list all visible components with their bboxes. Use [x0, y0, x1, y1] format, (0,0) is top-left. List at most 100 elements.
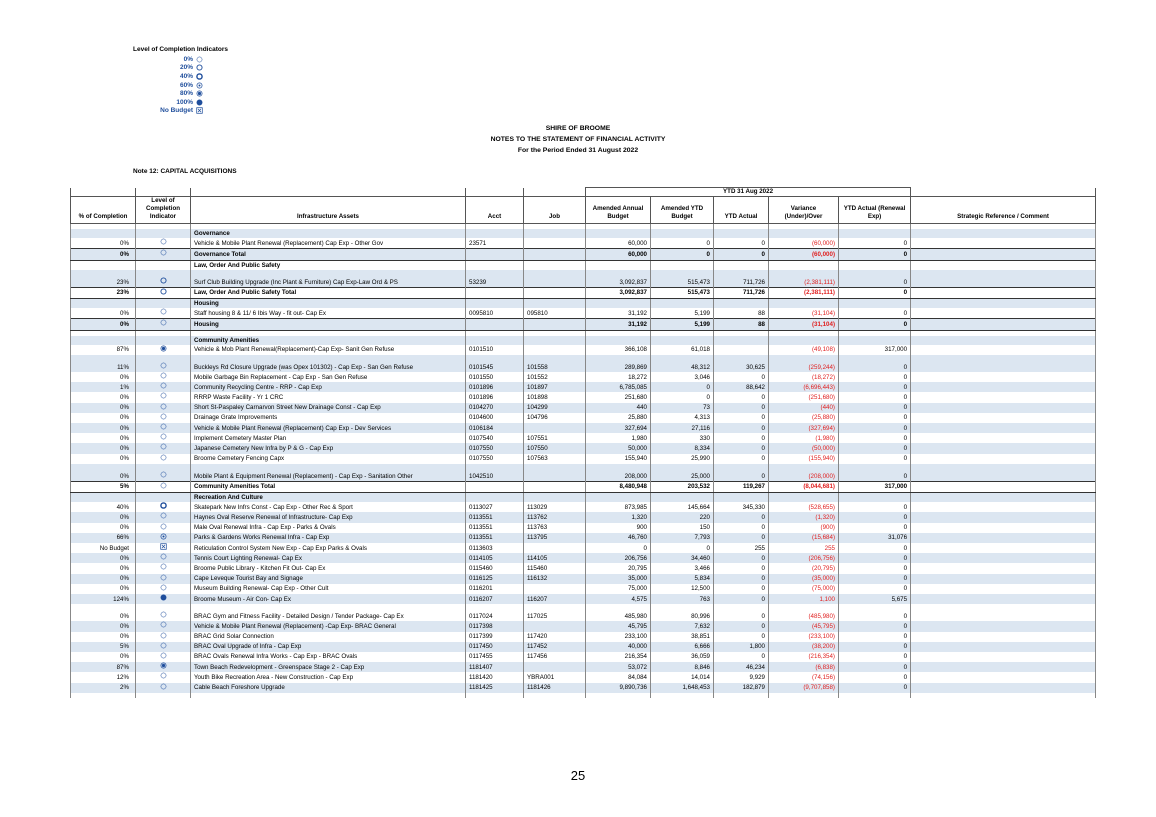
pct-cell: 0% — [70, 604, 136, 622]
completion-icon — [160, 413, 166, 420]
cell — [465, 692, 524, 698]
job-cell — [523, 344, 586, 356]
completion-legend: Level of Completion Indicators 0% 20% 40% 6… — [133, 46, 228, 115]
budget-cell: 289,869 — [585, 355, 651, 373]
ytd-budget-cell: 48,312 — [650, 355, 714, 373]
completion-icon — [159, 543, 167, 550]
acct-cell: 53239 — [465, 269, 524, 288]
job-cell: 101558 — [523, 355, 586, 373]
ytd-actual-cell: 711,726 — [713, 269, 769, 288]
cell — [910, 692, 1097, 698]
ytd-budget-cell: 145,664 — [650, 502, 714, 513]
cell — [135, 229, 191, 239]
completion-icon — [160, 444, 166, 450]
ytd-actual-cell: 255 — [713, 543, 769, 554]
ytd-actual-cell: 0 — [713, 651, 769, 663]
total-row: 23% Law, Order And Public Safety Total 3,0… — [70, 286, 1097, 300]
cell — [70, 492, 136, 503]
budget-cell: 485,980 — [585, 604, 651, 622]
ytd-actual-cell: 88 — [713, 308, 769, 319]
asset-cell: Museum Building Renewal- Cap Exp - Other… — [190, 583, 466, 595]
column-header: % of Completion — [70, 196, 136, 224]
cell — [585, 335, 651, 345]
ind-cell — [135, 480, 191, 494]
budget-cell: 46,760 — [585, 532, 651, 544]
job-cell: YBRA001 — [523, 672, 586, 683]
icon-ring — [160, 564, 166, 570]
budget-cell: 75,000 — [585, 583, 651, 595]
pct-cell: 66% — [70, 532, 136, 544]
renewal-cell: 0 — [837, 355, 912, 373]
legend-title: Level of Completion Indicators — [133, 46, 228, 53]
acct-cell: 0101545 — [465, 355, 524, 373]
ytd-actual-cell: 0 — [713, 594, 769, 605]
header-row: YTD 31 Aug 2022 — [70, 187, 1097, 197]
ind-cell — [135, 443, 191, 454]
pct-cell: 0% — [70, 512, 136, 523]
comment-cell — [910, 594, 1097, 605]
variance-cell: (1,980) — [768, 433, 839, 444]
comment-cell — [910, 662, 1097, 673]
icon-ring — [196, 64, 203, 71]
completion-icon — [160, 662, 166, 669]
ind-cell — [135, 286, 191, 300]
variance-cell: (485,980) — [768, 604, 839, 622]
completion-icon — [160, 238, 166, 245]
ytd-budget-cell: 0 — [650, 238, 714, 249]
acct-cell: 0113027 — [465, 502, 524, 513]
budget-cell: 206,756 — [585, 553, 651, 564]
asset-cell: Town Beach Redevelopment - Greenspace St… — [190, 662, 466, 673]
note-title: Note 12: CAPITAL ACQUISITIONS — [133, 168, 237, 175]
ind-cell — [135, 512, 191, 523]
comment-cell — [910, 682, 1097, 693]
completion-icon — [160, 672, 166, 679]
budget-cell: 20,795 — [585, 563, 651, 574]
pct-cell: 0% — [70, 631, 136, 642]
ytd-actual-cell: 0 — [713, 463, 769, 482]
header-row: % of Completion Level of Completion Indic… — [70, 196, 1097, 224]
job-cell — [523, 238, 586, 249]
legend-items: 0% 20% 40% 60% 80% 100% No Budget — [133, 55, 228, 115]
pct-cell: 0% — [70, 583, 136, 595]
period-heading: YTD 31 Aug 2022 — [584, 187, 912, 197]
ytd-budget-cell: 220 — [650, 512, 714, 523]
section-heading: Governance — [190, 229, 466, 239]
legend-label: 0% — [183, 55, 193, 63]
renewal-cell: 0 — [837, 269, 912, 288]
ytd-actual-cell — [713, 344, 769, 356]
comment-cell — [910, 423, 1097, 434]
icon-ring — [196, 73, 203, 80]
ytd-actual-cell: 88,642 — [713, 382, 769, 393]
asset-cell: Housing — [190, 318, 466, 331]
ytd-actual-cell: 0 — [713, 238, 769, 249]
data-row: 0% Broome Cemetery Fencing Capx 0107550 107… — [70, 453, 1097, 464]
icon-ring — [196, 82, 203, 89]
ind-cell — [135, 344, 191, 356]
data-row: 124% Broome Museum - Air Con- Cap Ex 01162… — [70, 594, 1097, 605]
renewal-cell: 0 — [837, 286, 912, 300]
ytd-budget-cell: 763 — [650, 594, 714, 605]
cell — [910, 492, 1097, 503]
asset-cell: RRRP Waste Facility - Yr 1 CRC — [190, 392, 466, 403]
section-row: Community Amenities — [70, 335, 1097, 345]
renewal-cell: 317,000 — [837, 480, 912, 494]
legend-label: 20% — [179, 64, 193, 72]
ytd-budget-cell: 73 — [650, 402, 714, 413]
ytd-actual-cell: 0 — [713, 392, 769, 403]
variance-cell: (2,381,111) — [768, 286, 839, 300]
job-cell — [523, 269, 586, 288]
ytd-budget-cell: 0 — [650, 248, 714, 261]
renewal-cell: 0 — [837, 662, 912, 673]
completion-icon — [160, 513, 166, 519]
cell — [70, 229, 136, 239]
pct-cell: 0% — [70, 573, 136, 584]
comment-cell — [910, 631, 1097, 642]
ytd-actual-cell: 182,879 — [713, 682, 769, 693]
spacer-row — [70, 692, 1097, 698]
variance-cell: (50,000) — [768, 443, 839, 454]
ind-cell — [135, 682, 191, 693]
variance-cell: (38,200) — [768, 641, 839, 652]
completion-icon — [160, 345, 166, 352]
job-cell — [523, 480, 586, 494]
job-cell: 114105 — [523, 553, 586, 564]
